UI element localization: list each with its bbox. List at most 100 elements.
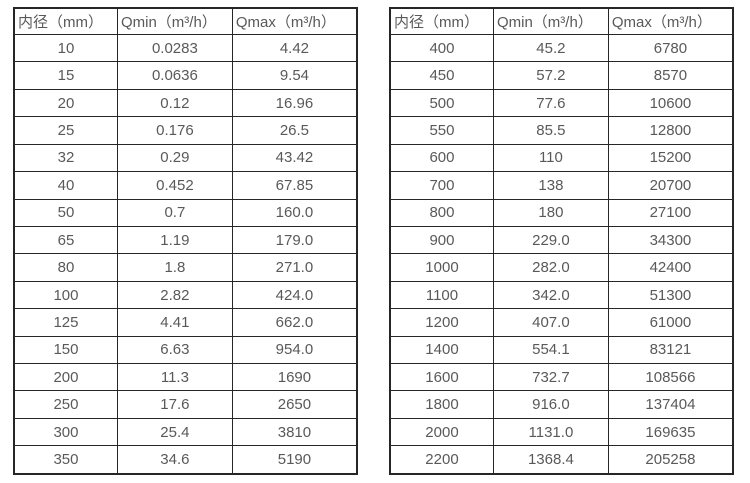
header-qmax: Qmax（m³/h） <box>607 7 734 35</box>
diameter-cell: 300 <box>13 417 118 447</box>
diameter-cell: 40 <box>13 171 118 200</box>
diameter-cell: 1600 <box>389 363 494 392</box>
table-row: 125 4.41 662.0 <box>13 308 358 337</box>
qmax-cell: 271.0 <box>231 253 358 282</box>
header-row: 内径（mm） Qmin（m³/h） Qmax（m³/h） <box>389 7 734 35</box>
qmax-cell: 42400 <box>607 253 734 282</box>
qmax-cell: 2650 <box>231 390 358 419</box>
qmax-cell: 16.96 <box>231 88 358 118</box>
qmax-cell: 4.42 <box>231 33 358 63</box>
qmax-cell: 6780 <box>607 33 734 63</box>
table-row: 400 45.2 6780 <box>389 33 734 63</box>
qmin-cell: 0.29 <box>116 143 233 173</box>
qmax-cell: 108566 <box>607 363 734 392</box>
qmax-cell: 83121 <box>607 335 734 365</box>
qmin-cell: 407.0 <box>492 308 609 337</box>
diameter-cell: 600 <box>389 143 494 173</box>
table-row: 2200 1368.4 205258 <box>389 445 734 475</box>
qmax-cell: 3810 <box>231 417 358 447</box>
table-row: 550 85.5 12800 <box>389 116 734 145</box>
qmin-cell: 732.7 <box>492 363 609 392</box>
qmin-cell: 1.8 <box>116 253 233 282</box>
qmax-cell: 169635 <box>607 417 734 447</box>
qmin-cell: 6.63 <box>116 335 233 365</box>
qmin-cell: 77.6 <box>492 88 609 118</box>
table-row: 300 25.4 3810 <box>13 417 358 447</box>
header-diameter: 内径（mm） <box>13 7 118 35</box>
table-row: 600 110 15200 <box>389 143 734 173</box>
qmax-cell: 20700 <box>607 171 734 200</box>
qmax-cell: 26.5 <box>231 116 358 145</box>
qmax-cell: 10600 <box>607 88 734 118</box>
qmin-cell: 138 <box>492 171 609 200</box>
qmax-cell: 34300 <box>607 225 734 255</box>
diameter-cell: 15 <box>13 61 118 90</box>
table-row: 350 34.6 5190 <box>13 445 358 475</box>
diameter-cell: 1100 <box>389 280 494 310</box>
table-row: 500 77.6 10600 <box>389 88 734 118</box>
diameter-cell: 200 <box>13 363 118 392</box>
table-row: 1100 342.0 51300 <box>389 280 734 310</box>
diameter-cell: 125 <box>13 308 118 337</box>
diameter-cell: 2200 <box>389 445 494 475</box>
qmin-cell: 554.1 <box>492 335 609 365</box>
qmax-cell: 67.85 <box>231 171 358 200</box>
table-row: 1000 282.0 42400 <box>389 253 734 282</box>
qmin-cell: 229.0 <box>492 225 609 255</box>
qmin-cell: 0.12 <box>116 88 233 118</box>
table-row: 1200 407.0 61000 <box>389 308 734 337</box>
qmax-cell: 51300 <box>607 280 734 310</box>
diameter-cell: 1000 <box>389 253 494 282</box>
qmax-cell: 61000 <box>607 308 734 337</box>
qmin-cell: 342.0 <box>492 280 609 310</box>
table-row: 100 2.82 424.0 <box>13 280 358 310</box>
qmax-cell: 43.42 <box>231 143 358 173</box>
table-row: 450 57.2 8570 <box>389 61 734 90</box>
qmin-cell: 916.0 <box>492 390 609 419</box>
diameter-cell: 50 <box>13 198 118 227</box>
diameter-cell: 350 <box>13 445 118 475</box>
qmin-cell: 85.5 <box>492 116 609 145</box>
table-row: 900 229.0 34300 <box>389 225 734 255</box>
qmin-cell: 2.82 <box>116 280 233 310</box>
diameter-cell: 900 <box>389 225 494 255</box>
qmax-cell: 5190 <box>231 445 358 475</box>
table-row: 80 1.8 271.0 <box>13 253 358 282</box>
diameter-cell: 700 <box>389 171 494 200</box>
table-row: 65 1.19 179.0 <box>13 225 358 255</box>
qmin-cell: 25.4 <box>116 417 233 447</box>
qmax-cell: 27100 <box>607 198 734 227</box>
diameter-cell: 1200 <box>389 308 494 337</box>
diameter-cell: 150 <box>13 335 118 365</box>
diameter-cell: 1800 <box>389 390 494 419</box>
qmax-cell: 12800 <box>607 116 734 145</box>
qmin-cell: 1368.4 <box>492 445 609 475</box>
table-row: 200 11.3 1690 <box>13 363 358 392</box>
qmax-cell: 662.0 <box>231 308 358 337</box>
table-row: 1400 554.1 83121 <box>389 335 734 365</box>
qmin-cell: 17.6 <box>116 390 233 419</box>
table-row: 1800 916.0 137404 <box>389 390 734 419</box>
table-row: 250 17.6 2650 <box>13 390 358 419</box>
qmax-cell: 205258 <box>607 445 734 475</box>
diameter-cell: 65 <box>13 225 118 255</box>
header-qmin: Qmin（m³/h） <box>116 7 233 35</box>
qmax-cell: 137404 <box>607 390 734 419</box>
header-qmin: Qmin（m³/h） <box>492 7 609 35</box>
diameter-cell: 2000 <box>389 417 494 447</box>
qmin-cell: 282.0 <box>492 253 609 282</box>
qmin-cell: 0.0636 <box>116 61 233 90</box>
diameter-cell: 1400 <box>389 335 494 365</box>
qmax-cell: 15200 <box>607 143 734 173</box>
diameter-cell: 450 <box>389 61 494 90</box>
diameter-cell: 800 <box>389 198 494 227</box>
diameter-cell: 500 <box>389 88 494 118</box>
qmax-cell: 424.0 <box>231 280 358 310</box>
qmin-cell: 180 <box>492 198 609 227</box>
table-row: 20 0.12 16.96 <box>13 88 358 118</box>
qmax-cell: 160.0 <box>231 198 358 227</box>
table-row: 40 0.452 67.85 <box>13 171 358 200</box>
flow-table-large-diameters: 内径（mm） Qmin（m³/h） Qmax（m³/h） 400 45.2 6780 450… <box>389 7 734 475</box>
qmax-cell: 8570 <box>607 61 734 90</box>
